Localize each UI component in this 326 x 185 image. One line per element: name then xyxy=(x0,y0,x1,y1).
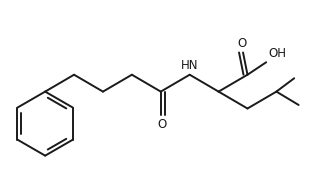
Text: OH: OH xyxy=(268,48,286,60)
Text: O: O xyxy=(157,118,166,131)
Text: HN: HN xyxy=(181,59,199,72)
Text: O: O xyxy=(238,37,247,50)
